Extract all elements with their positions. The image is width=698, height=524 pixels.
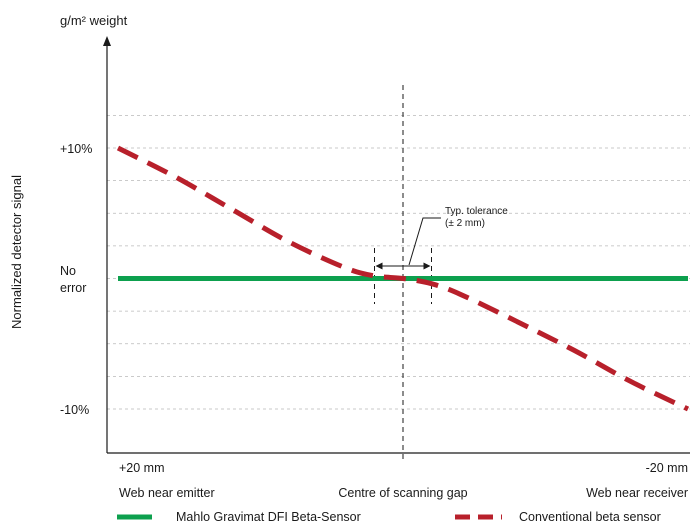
y-tick-no-error-line1: No	[60, 264, 76, 278]
x-tick-right: -20 mm	[646, 461, 688, 475]
legend-label-dfi: Mahlo Gravimat DFI Beta-Sensor	[176, 510, 361, 524]
tolerance-annotation	[374, 217, 441, 304]
y-tick-minus10: -10%	[60, 403, 89, 417]
x-label-right: Web near receiver	[586, 486, 688, 500]
y-axis-arrow-icon	[103, 36, 111, 46]
y-axis-title: Normalized detector signal	[9, 175, 24, 329]
x-tick-left: +20 mm	[119, 461, 165, 475]
y-tick-plus10: +10%	[60, 142, 92, 156]
x-label-center: Centre of scanning gap	[338, 486, 467, 500]
y-tick-no-error-line2: error	[60, 281, 86, 295]
legend: Mahlo Gravimat DFI Beta-Sensor Conventio…	[117, 510, 661, 524]
legend-label-conventional: Conventional beta sensor	[519, 510, 661, 524]
series-group	[116, 145, 690, 412]
tolerance-arrow-left-icon	[375, 262, 383, 270]
x-label-left: Web near emitter	[119, 486, 215, 500]
tolerance-leader-line	[408, 217, 441, 266]
tolerance-label: Typ. tolerance	[445, 206, 508, 217]
series-line-conventional-sensor	[116, 145, 690, 412]
tolerance-value: (± 2 mm)	[445, 218, 485, 229]
tolerance-arrow-right-icon	[423, 262, 431, 270]
y-axis-unit-label: g/m² weight	[60, 13, 128, 28]
